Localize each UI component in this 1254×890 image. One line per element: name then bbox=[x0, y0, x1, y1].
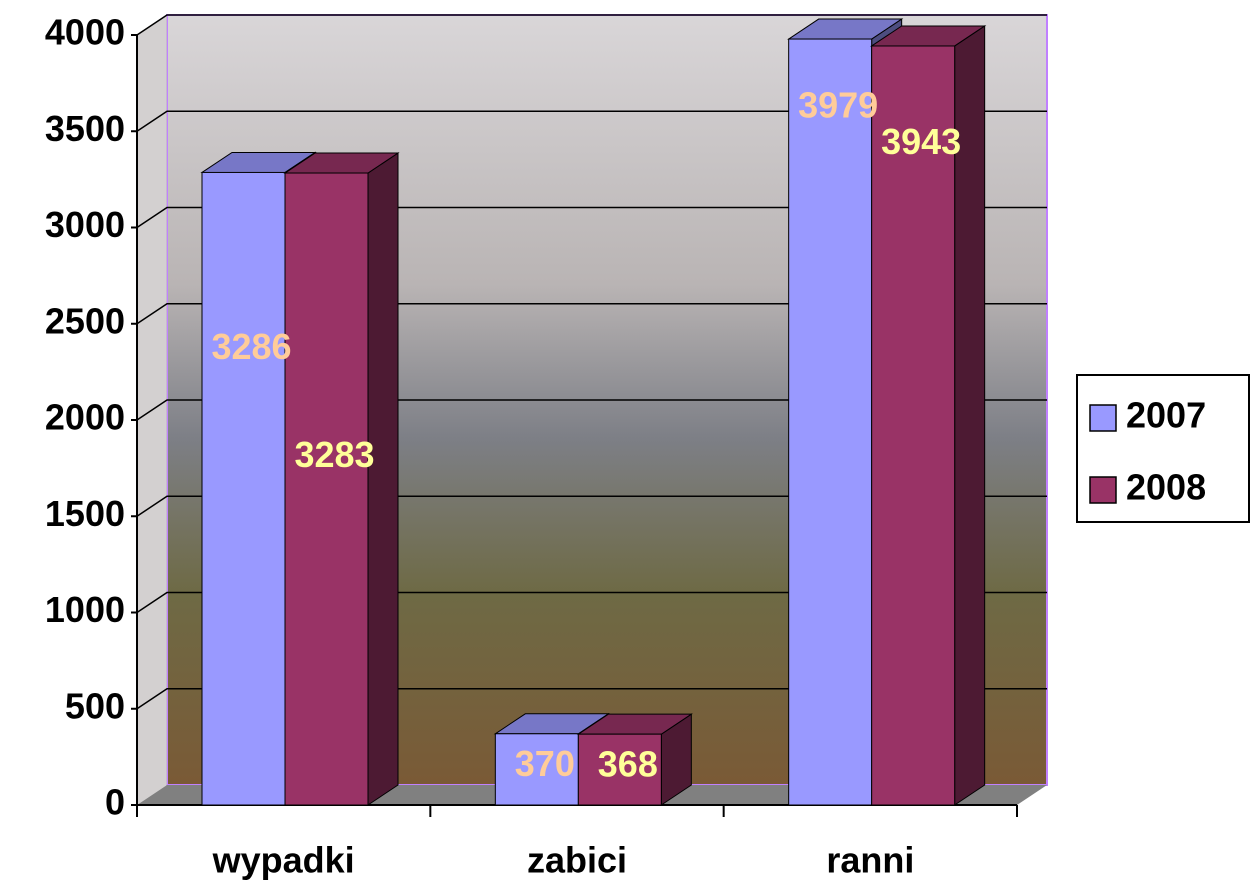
legend-label: 2008 bbox=[1126, 467, 1206, 508]
y-tick-label: 3500 bbox=[45, 108, 125, 149]
legend-label: 2007 bbox=[1126, 395, 1206, 436]
y-tick-label: 1500 bbox=[45, 493, 125, 534]
legend: 2007 2008 bbox=[1077, 375, 1249, 522]
y-tick-label: 2500 bbox=[45, 300, 125, 341]
value-label: 368 bbox=[598, 743, 658, 784]
value-label: 3283 bbox=[294, 434, 374, 475]
bar bbox=[789, 39, 872, 805]
value-label: 3943 bbox=[881, 121, 961, 162]
y-tick-label: 1000 bbox=[45, 589, 125, 630]
value-label: 370 bbox=[515, 743, 575, 784]
chart: 2007 2008 0 500 1000 1500 2000 2500 3000 3500 400… bbox=[0, 0, 1254, 890]
bar bbox=[202, 172, 285, 805]
y-tick-label: 2000 bbox=[45, 397, 125, 438]
legend-swatch bbox=[1090, 477, 1116, 503]
legend-swatch bbox=[1090, 405, 1116, 431]
x-tick-label: ranni bbox=[826, 840, 914, 881]
x-tick-label: wypadki bbox=[212, 840, 355, 881]
value-label: 3286 bbox=[211, 326, 291, 367]
y-tick-label: 3000 bbox=[45, 204, 125, 245]
value-label: 3979 bbox=[798, 84, 878, 125]
bar-side bbox=[368, 153, 398, 805]
y-tick-label: 500 bbox=[65, 685, 125, 726]
y-tick-label: 4000 bbox=[45, 12, 125, 53]
bar bbox=[285, 173, 368, 805]
x-tick-label: zabici bbox=[527, 840, 627, 881]
y-tick-label: 0 bbox=[105, 782, 125, 823]
